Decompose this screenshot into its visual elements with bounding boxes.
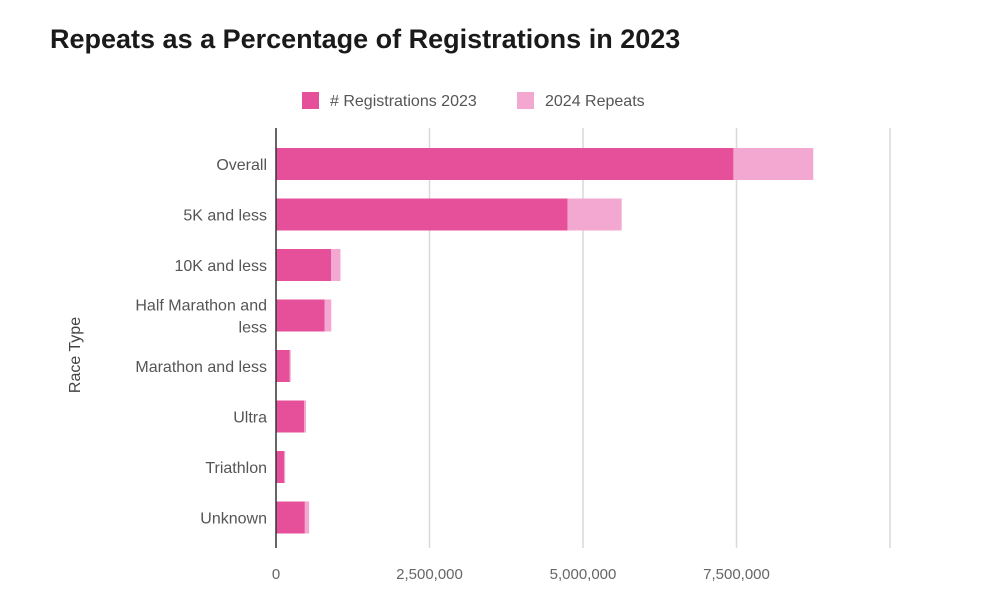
bar-repeats bbox=[733, 148, 814, 180]
bar-registrations bbox=[276, 400, 305, 433]
bar-repeats bbox=[324, 299, 332, 332]
bar-repeats bbox=[567, 198, 622, 231]
x-tick-label: 0 bbox=[272, 566, 280, 583]
bar-registrations bbox=[276, 501, 305, 534]
legend-swatch bbox=[302, 92, 319, 109]
x-tick-labels: 0 2,500,000 5,000,000 7,500,000 bbox=[272, 566, 770, 583]
x-tick-label: 5,000,000 bbox=[550, 566, 617, 583]
bar-registrations bbox=[276, 350, 290, 382]
chart-title: Repeats as a Percentage of Registrations… bbox=[50, 24, 681, 54]
bar-repeats bbox=[304, 400, 307, 433]
bars bbox=[276, 148, 814, 534]
legend: # Registrations 2023 2024 Repeats bbox=[302, 92, 645, 110]
bar-repeats bbox=[289, 350, 291, 382]
category-label: Overall bbox=[216, 157, 267, 174]
bar-registrations bbox=[276, 451, 284, 483]
bar-registrations bbox=[276, 299, 325, 332]
y-axis-title: Race Type bbox=[67, 317, 84, 393]
x-tick-label: 2,500,000 bbox=[396, 566, 463, 583]
grid-lines bbox=[428, 128, 891, 548]
category-label: Ultra bbox=[233, 410, 267, 427]
bar-registrations bbox=[276, 148, 734, 180]
category-label: Unknown bbox=[200, 511, 267, 528]
category-label: Half Marathon and bbox=[135, 298, 267, 315]
legend-label: # Registrations 2023 bbox=[330, 93, 477, 110]
category-label: Marathon and less bbox=[135, 359, 267, 376]
bar-repeats bbox=[283, 451, 286, 483]
category-label: 10K and less bbox=[174, 258, 267, 275]
category-label: 5K and less bbox=[183, 208, 267, 225]
bar-repeats bbox=[304, 501, 310, 534]
legend-label: 2024 Repeats bbox=[545, 93, 645, 110]
category-label: Triathlon bbox=[205, 460, 267, 477]
category-label: less bbox=[239, 320, 267, 337]
category-labels: Overall 5K and less 10K and less Half Marat… bbox=[135, 157, 267, 528]
bar-registrations bbox=[276, 249, 332, 281]
bar-repeats bbox=[331, 249, 341, 281]
bar-registrations bbox=[276, 198, 568, 231]
x-tick-label: 7,500,000 bbox=[703, 566, 770, 583]
legend-swatch bbox=[517, 92, 534, 109]
